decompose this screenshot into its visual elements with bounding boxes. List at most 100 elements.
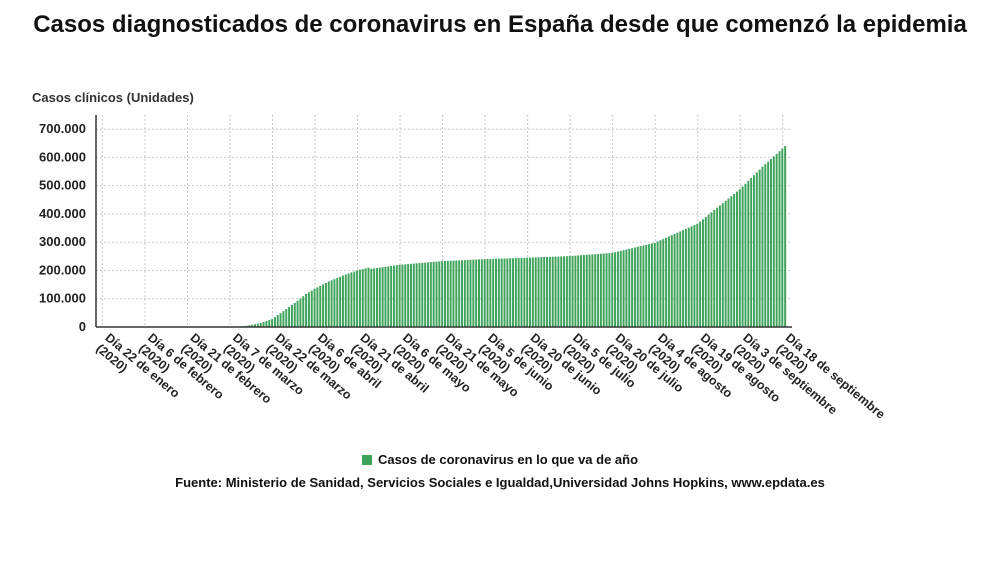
- bar[interactable]: [302, 296, 305, 327]
- bar[interactable]: [687, 227, 690, 327]
- bar[interactable]: [262, 322, 265, 327]
- bar[interactable]: [327, 281, 330, 327]
- bar[interactable]: [293, 302, 296, 327]
- bar[interactable]: [461, 260, 463, 327]
- bar[interactable]: [565, 256, 568, 327]
- bar[interactable]: [534, 257, 537, 327]
- bar[interactable]: [636, 246, 639, 327]
- bar[interactable]: [404, 264, 407, 327]
- bar[interactable]: [316, 287, 319, 327]
- bar[interactable]: [364, 268, 367, 327]
- bar[interactable]: [574, 255, 577, 327]
- bar[interactable]: [750, 178, 753, 327]
- bar[interactable]: [523, 257, 526, 327]
- bar[interactable]: [333, 279, 336, 327]
- bar[interactable]: [375, 267, 378, 327]
- bar[interactable]: [463, 260, 466, 327]
- bar[interactable]: [290, 305, 293, 327]
- bar[interactable]: [730, 196, 733, 327]
- bar[interactable]: [387, 266, 390, 327]
- bar[interactable]: [605, 253, 608, 327]
- bar[interactable]: [548, 256, 551, 327]
- bar[interactable]: [305, 293, 308, 327]
- bar[interactable]: [324, 282, 327, 327]
- bar[interactable]: [693, 225, 696, 327]
- bar[interactable]: [412, 263, 415, 327]
- bar[interactable]: [594, 254, 597, 327]
- bar[interactable]: [568, 256, 571, 327]
- bar[interactable]: [721, 203, 724, 327]
- bar[interactable]: [268, 319, 271, 327]
- bar[interactable]: [384, 266, 387, 327]
- bar[interactable]: [415, 263, 418, 327]
- bar[interactable]: [642, 245, 645, 327]
- bar[interactable]: [248, 325, 251, 327]
- bar[interactable]: [336, 277, 339, 327]
- bar[interactable]: [319, 285, 322, 327]
- bar[interactable]: [492, 258, 495, 327]
- bar[interactable]: [310, 290, 313, 327]
- bar[interactable]: [395, 265, 398, 327]
- bar[interactable]: [424, 262, 427, 327]
- bar[interactable]: [254, 324, 257, 327]
- bar[interactable]: [679, 231, 682, 327]
- bar[interactable]: [707, 214, 710, 327]
- bar[interactable]: [514, 258, 517, 327]
- bar[interactable]: [273, 316, 276, 327]
- bar[interactable]: [531, 257, 534, 327]
- bar[interactable]: [563, 256, 566, 327]
- bar[interactable]: [659, 240, 662, 327]
- bar[interactable]: [438, 261, 441, 327]
- bar[interactable]: [585, 254, 588, 327]
- bar[interactable]: [330, 280, 333, 327]
- bar[interactable]: [296, 300, 299, 327]
- bar[interactable]: [401, 264, 404, 327]
- bar[interactable]: [418, 263, 421, 327]
- bar[interactable]: [512, 258, 515, 327]
- bar[interactable]: [614, 252, 617, 327]
- bar[interactable]: [421, 262, 424, 327]
- bar[interactable]: [784, 146, 787, 327]
- bar[interactable]: [772, 156, 775, 327]
- bar[interactable]: [764, 164, 767, 327]
- bar[interactable]: [701, 219, 704, 327]
- bar[interactable]: [256, 323, 259, 327]
- bar[interactable]: [588, 254, 591, 327]
- bar[interactable]: [517, 258, 520, 327]
- bar[interactable]: [582, 255, 585, 327]
- bar[interactable]: [690, 226, 693, 327]
- bar[interactable]: [347, 273, 350, 327]
- bar[interactable]: [356, 270, 359, 327]
- bar[interactable]: [367, 267, 370, 327]
- bar[interactable]: [554, 256, 557, 327]
- bar[interactable]: [611, 252, 614, 327]
- bar[interactable]: [602, 253, 605, 327]
- bar[interactable]: [341, 275, 344, 327]
- bar[interactable]: [378, 267, 381, 327]
- chart-legend[interactable]: Casos de coronavirus en lo que va de año: [0, 452, 1000, 467]
- bar[interactable]: [495, 258, 497, 327]
- bar[interactable]: [560, 256, 563, 327]
- bar[interactable]: [381, 267, 384, 327]
- bar[interactable]: [580, 255, 583, 327]
- bar[interactable]: [733, 193, 736, 327]
- bar[interactable]: [597, 253, 600, 327]
- bar[interactable]: [571, 255, 574, 327]
- bar[interactable]: [458, 260, 461, 327]
- bar[interactable]: [735, 191, 738, 327]
- bar[interactable]: [350, 272, 353, 328]
- bar[interactable]: [435, 261, 438, 327]
- bar[interactable]: [358, 269, 361, 327]
- bar[interactable]: [441, 261, 444, 327]
- bar[interactable]: [665, 237, 668, 327]
- bar[interactable]: [429, 262, 432, 327]
- bar[interactable]: [390, 266, 393, 327]
- bar[interactable]: [755, 172, 758, 327]
- bar[interactable]: [781, 148, 784, 327]
- bar[interactable]: [373, 268, 376, 327]
- bar[interactable]: [767, 161, 770, 327]
- bar[interactable]: [599, 253, 602, 327]
- bar[interactable]: [282, 311, 285, 327]
- bar[interactable]: [455, 260, 458, 327]
- bar[interactable]: [265, 320, 268, 327]
